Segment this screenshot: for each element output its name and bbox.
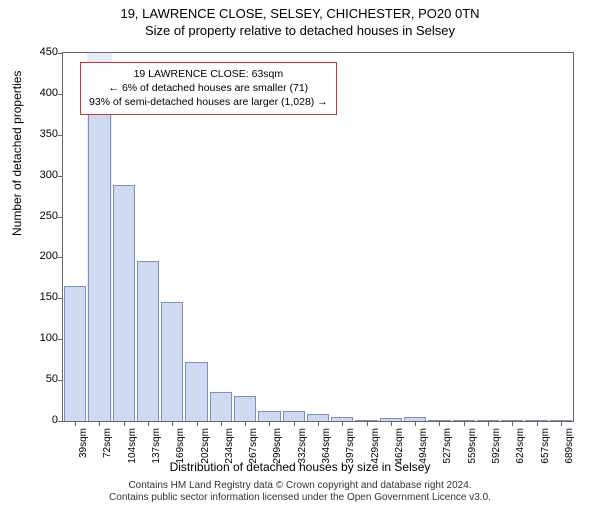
annotation-line2: ← 6% of detached houses are smaller (71) xyxy=(89,81,328,95)
x-tick-label: 559sqm xyxy=(467,428,478,464)
bar xyxy=(64,286,86,421)
x-tick-label: 624sqm xyxy=(515,428,526,464)
y-tick xyxy=(58,176,63,177)
y-tick-label: 200 xyxy=(40,250,58,262)
y-tick-label: 150 xyxy=(40,291,58,303)
x-tick xyxy=(512,421,513,426)
x-tick-label: 397sqm xyxy=(345,428,356,464)
x-tick-label: 527sqm xyxy=(442,428,453,464)
x-tick xyxy=(342,421,343,426)
bar xyxy=(88,114,110,421)
y-tick-label: 250 xyxy=(40,210,58,222)
y-tick-label: 300 xyxy=(40,169,58,181)
x-tick xyxy=(367,421,368,426)
x-tick-label: 429sqm xyxy=(370,428,381,464)
y-tick xyxy=(58,257,63,258)
y-tick xyxy=(58,339,63,340)
y-tick xyxy=(58,421,63,422)
y-tick-label: 100 xyxy=(40,332,58,344)
x-tick xyxy=(439,421,440,426)
footer-attribution: Contains HM Land Registry data © Crown c… xyxy=(0,480,600,504)
bar xyxy=(283,411,305,421)
x-tick-label: 494sqm xyxy=(418,428,429,464)
x-tick xyxy=(75,421,76,426)
x-tick xyxy=(148,421,149,426)
x-tick-label: 592sqm xyxy=(491,428,502,464)
x-tick-label: 364sqm xyxy=(321,428,332,464)
x-tick-label: 72sqm xyxy=(102,428,113,458)
y-tick xyxy=(58,217,63,218)
y-axis-label: Number of detached properties xyxy=(10,71,24,236)
x-tick xyxy=(172,421,173,426)
x-tick xyxy=(124,421,125,426)
x-tick-label: 169sqm xyxy=(175,428,186,464)
x-tick-label: 299sqm xyxy=(272,428,283,464)
x-tick xyxy=(294,421,295,426)
bar xyxy=(113,185,135,421)
x-tick-label: 234sqm xyxy=(224,428,235,464)
x-tick xyxy=(99,421,100,426)
y-tick-label: 50 xyxy=(46,373,58,385)
y-tick xyxy=(58,298,63,299)
x-tick-label: 104sqm xyxy=(127,428,138,464)
x-tick-label: 202sqm xyxy=(200,428,211,464)
y-tick xyxy=(58,380,63,381)
y-tick-label: 400 xyxy=(40,87,58,99)
x-tick-label: 689sqm xyxy=(564,428,575,464)
y-tick xyxy=(58,135,63,136)
x-tick-label: 267sqm xyxy=(248,428,259,464)
y-tick-label: 350 xyxy=(40,128,58,140)
bar xyxy=(258,411,280,421)
x-tick xyxy=(318,421,319,426)
x-tick xyxy=(197,421,198,426)
x-tick xyxy=(391,421,392,426)
bar xyxy=(137,261,159,421)
annotation-line3: 93% of semi-detached houses are larger (… xyxy=(89,95,328,109)
bar xyxy=(185,362,207,421)
x-tick xyxy=(561,421,562,426)
x-tick-label: 462sqm xyxy=(394,428,405,464)
x-tick xyxy=(415,421,416,426)
y-tick-label: 450 xyxy=(40,46,58,58)
chart-title-sub: Size of property relative to detached ho… xyxy=(0,23,600,38)
x-tick-label: 39sqm xyxy=(78,428,89,458)
x-tick xyxy=(221,421,222,426)
chart-title-main: 19, LAWRENCE CLOSE, SELSEY, CHICHESTER, … xyxy=(0,6,600,21)
x-tick xyxy=(269,421,270,426)
x-tick xyxy=(537,421,538,426)
annotation-line1: 19 LAWRENCE CLOSE: 63sqm xyxy=(89,67,328,81)
x-tick-label: 137sqm xyxy=(151,428,162,464)
bar xyxy=(161,302,183,421)
x-tick xyxy=(245,421,246,426)
footer-line2: Contains public sector information licen… xyxy=(0,492,600,504)
footer-line1: Contains HM Land Registry data © Crown c… xyxy=(0,480,600,492)
x-tick-label: 657sqm xyxy=(540,428,551,464)
x-tick xyxy=(488,421,489,426)
y-tick-label: 0 xyxy=(52,414,58,426)
bar xyxy=(234,396,256,421)
y-tick xyxy=(58,53,63,54)
x-tick xyxy=(464,421,465,426)
highlight-annotation-box: 19 LAWRENCE CLOSE: 63sqm ← 6% of detache… xyxy=(80,62,337,115)
x-tick-label: 332sqm xyxy=(297,428,308,464)
y-tick xyxy=(58,94,63,95)
bar xyxy=(210,392,232,421)
